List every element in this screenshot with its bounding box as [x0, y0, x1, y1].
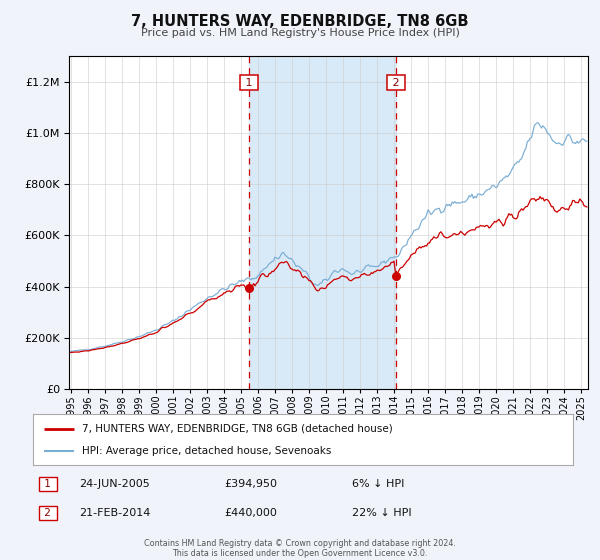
Text: 6% ↓ HPI: 6% ↓ HPI — [352, 479, 404, 489]
Text: £394,950: £394,950 — [224, 479, 278, 489]
Text: 1: 1 — [242, 78, 256, 88]
Text: 2: 2 — [41, 508, 54, 518]
Text: 7, HUNTERS WAY, EDENBRIDGE, TN8 6GB: 7, HUNTERS WAY, EDENBRIDGE, TN8 6GB — [131, 14, 469, 29]
Text: 2: 2 — [389, 78, 403, 88]
Text: 24-JUN-2005: 24-JUN-2005 — [79, 479, 149, 489]
Text: This data is licensed under the Open Government Licence v3.0.: This data is licensed under the Open Gov… — [172, 549, 428, 558]
Text: 1: 1 — [41, 479, 54, 489]
Bar — [249, 56, 396, 389]
Text: 7, HUNTERS WAY, EDENBRIDGE, TN8 6GB (detached house): 7, HUNTERS WAY, EDENBRIDGE, TN8 6GB (det… — [82, 423, 392, 433]
Text: Price paid vs. HM Land Registry's House Price Index (HPI): Price paid vs. HM Land Registry's House … — [140, 28, 460, 38]
Text: Contains HM Land Registry data © Crown copyright and database right 2024.: Contains HM Land Registry data © Crown c… — [144, 539, 456, 548]
Text: £440,000: £440,000 — [224, 508, 278, 518]
Text: 22% ↓ HPI: 22% ↓ HPI — [352, 508, 411, 518]
Text: HPI: Average price, detached house, Sevenoaks: HPI: Average price, detached house, Seve… — [82, 446, 331, 456]
Text: 21-FEB-2014: 21-FEB-2014 — [79, 508, 150, 518]
